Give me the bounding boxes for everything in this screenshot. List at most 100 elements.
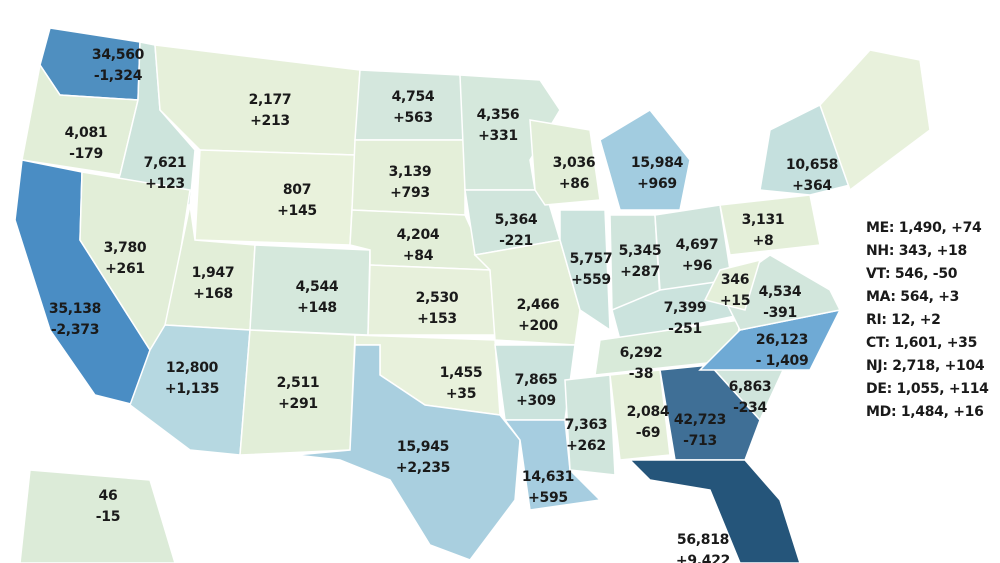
state-change: -38 <box>629 366 653 382</box>
state-value: 15,945 <box>397 439 449 455</box>
state-change: +261 <box>105 261 145 277</box>
state-value: 4,081 <box>65 125 108 141</box>
state-labels: 34,560 -1,324 4,081 -179 35,138 -2,373 7,621 +1… <box>49 47 839 563</box>
state-value: 34,560 <box>92 47 145 63</box>
state-change: -391 <box>763 305 797 321</box>
state-tx <box>294 344 521 561</box>
state-value: 3,036 <box>553 155 596 171</box>
state-value: 3,780 <box>104 240 147 256</box>
state-value: 26,123 <box>756 332 808 348</box>
state-change: +35 <box>446 386 476 402</box>
state-change: +200 <box>518 318 558 334</box>
state-change: +168 <box>193 286 233 302</box>
side-list-item: NJ: 2,718, +104 <box>866 358 985 374</box>
state-al <box>609 369 671 461</box>
state-value: 2,511 <box>277 375 320 391</box>
state-change: -221 <box>499 233 533 249</box>
state-change: +15 <box>720 293 750 309</box>
state-value: 5,345 <box>619 243 662 259</box>
state-change: +123 <box>145 176 185 192</box>
state-value: 5,364 <box>495 212 538 228</box>
state-change: +309 <box>516 393 556 409</box>
state-shapes <box>14 27 931 563</box>
state-value: 12,800 <box>166 360 219 376</box>
state-value: 4,697 <box>676 237 719 253</box>
state-change: -234 <box>733 400 767 416</box>
state-change: -251 <box>668 321 702 337</box>
side-list-item: VT: 546, -50 <box>866 266 958 282</box>
state-nd <box>354 69 466 141</box>
state-value: 4,534 <box>759 284 802 300</box>
state-il <box>559 209 611 332</box>
state-change: -69 <box>636 425 660 441</box>
side-list-item: MA: 564, +3 <box>866 289 959 305</box>
side-list-item: RI: 12, +2 <box>866 312 941 328</box>
state-change: +153 <box>417 311 457 327</box>
state-fl <box>628 459 801 563</box>
side-list: ME: 1,490, +74 NH: 343, +18 VT: 546, -50 MA… <box>866 220 989 420</box>
side-list-item: DE: 1,055, +114 <box>866 381 989 397</box>
state-change: -2,373 <box>51 322 99 338</box>
state-value: 35,138 <box>49 301 101 317</box>
state-change: +9,422 <box>676 553 730 563</box>
state-change: +1,135 <box>165 381 219 397</box>
state-change: +2,235 <box>396 460 450 476</box>
state-value: 2,084 <box>627 404 670 420</box>
state-value: 46 <box>99 488 118 504</box>
state-value: 4,356 <box>477 107 520 123</box>
state-wy <box>194 149 356 246</box>
state-change: +287 <box>620 264 660 280</box>
state-value: 14,631 <box>522 469 574 485</box>
state-change: +213 <box>250 113 290 129</box>
state-wi <box>529 119 601 206</box>
state-change: +559 <box>571 272 611 288</box>
state-value: 5,757 <box>570 251 613 267</box>
state-change: -1,324 <box>94 68 143 84</box>
state-value: 7,363 <box>565 417 608 433</box>
state-change: +8 <box>753 233 774 249</box>
state-la <box>503 419 602 511</box>
state-change: +86 <box>559 176 589 192</box>
state-ga <box>659 364 761 461</box>
state-change: +793 <box>390 185 430 201</box>
state-change: +364 <box>792 178 832 194</box>
state-value: 10,658 <box>786 157 838 173</box>
state-value: 15,984 <box>631 155 684 171</box>
state-change: +595 <box>528 490 568 506</box>
side-list-item: ME: 1,490, +74 <box>866 220 982 236</box>
state-value: 807 <box>283 182 311 198</box>
state-value: 6,863 <box>729 379 772 395</box>
state-value: 7,621 <box>144 155 187 171</box>
state-change: - 1,409 <box>756 353 809 369</box>
state-value: 3,131 <box>742 212 785 228</box>
state-value: 4,544 <box>296 279 339 295</box>
state-pa <box>719 194 821 256</box>
state-wv <box>703 258 762 311</box>
state-value: 2,530 <box>416 290 459 306</box>
state-change: +145 <box>277 203 317 219</box>
state-mi <box>599 109 691 211</box>
state-ak <box>19 469 176 563</box>
state-change: -179 <box>69 146 103 162</box>
state-change: -15 <box>96 509 120 525</box>
state-change: +262 <box>566 438 606 454</box>
side-list-item: CT: 1,601, +35 <box>866 335 977 351</box>
state-change: +96 <box>682 258 712 274</box>
state-change: +291 <box>278 396 318 412</box>
state-value: 6,292 <box>620 345 663 361</box>
state-change: +331 <box>478 128 518 144</box>
state-new-england <box>819 49 931 192</box>
state-value: 346 <box>721 272 749 288</box>
state-value: 2,177 <box>249 92 292 108</box>
state-change: -713 <box>683 433 717 449</box>
state-change: +148 <box>297 300 337 316</box>
state-nm <box>239 329 356 456</box>
side-list-item: MD: 1,484, +16 <box>866 404 984 420</box>
state-value: 7,399 <box>664 300 707 316</box>
state-value: 1,455 <box>440 365 483 381</box>
state-change: +969 <box>637 176 677 192</box>
state-change: +563 <box>393 110 433 126</box>
state-change: +84 <box>403 248 434 264</box>
state-value: 7,865 <box>515 372 558 388</box>
